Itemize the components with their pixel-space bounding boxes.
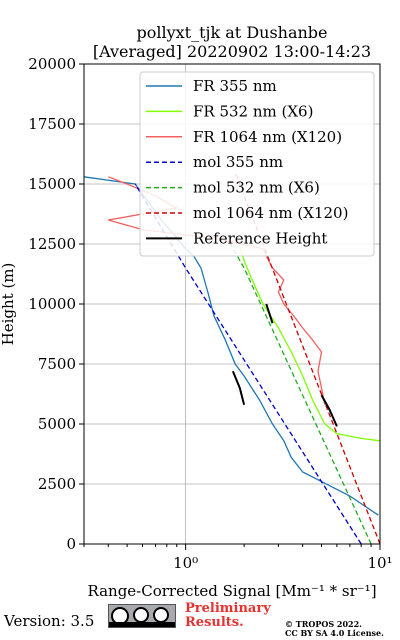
copyright-line-1: © TROPOS 2022. (285, 619, 362, 629)
series-line-6-2 (320, 394, 338, 427)
copyright-line-2: CC BY SA 4.0 License. (285, 628, 384, 638)
legend-label-1: FR 532 nm (X6) (193, 102, 313, 120)
legend-box (139, 71, 375, 257)
preliminary-note: Preliminary Results. (185, 602, 271, 630)
sa-icon (153, 607, 169, 623)
legend-label-5: mol 1064 nm (X120) (193, 204, 348, 222)
version-label: Version: 3.5 (4, 612, 95, 630)
series-line-4-0 (229, 243, 372, 545)
chart-legend: FR 355 nm FR 532 nm (X6) FR 1064 nm (X120)… (139, 71, 375, 257)
y-tick-label-2: 5000 (38, 415, 76, 433)
chart-title: pollyxt_tjk at Dushanbe (136, 23, 327, 42)
legend-label-3: mol 355 nm (193, 153, 283, 171)
legend-label-4: mol 532 nm (X6) (193, 179, 320, 197)
y-tick-label-4: 10000 (28, 295, 76, 313)
y-tick-label-1: 2500 (38, 475, 76, 493)
y-tick-label-6: 15000 (28, 175, 76, 193)
legend-label-0: FR 355 nm (193, 77, 277, 95)
legend-label-2: FR 1064 nm (X120) (193, 128, 342, 146)
footer: Version: 3.5 Preliminary Results. © TROP… (0, 600, 400, 640)
lidar-profile-chart: pollyxt_tjk at Dushanbe [Averaged] 20220… (0, 23, 393, 600)
series-line-6-1 (265, 303, 274, 324)
x-axis-label: Range-Corrected Signal [Mm⁻¹ * sr⁻¹] (87, 582, 376, 600)
badge-strip (109, 622, 175, 627)
y-tick-label-8: 20000 (28, 55, 76, 73)
by-icon (133, 607, 149, 623)
x-axis-ticks: 10⁰ 10¹ (83, 544, 393, 572)
copyright-note: © TROPOS 2022. CC BY SA 4.0 License. (285, 620, 384, 638)
y-axis-ticks: 0 2500 5000 7500 10000 12500 15000 17500 20000 (28, 55, 84, 553)
legend-label-6: Reference Height (193, 229, 327, 247)
y-tick-label-3: 7500 (38, 355, 76, 373)
series-line-6-0 (231, 370, 246, 406)
y-tick-label-0: 0 (66, 535, 76, 553)
cc-license-badge (108, 604, 176, 628)
series-line-5-0 (234, 171, 381, 545)
x-tick-label-1: 10¹ (367, 554, 392, 572)
y-tick-label-5: 12500 (28, 235, 76, 253)
preliminary-line-2: Results. (185, 615, 244, 630)
x-tick-label-0: 10⁰ (173, 554, 198, 572)
series-line-1-0 (239, 246, 381, 442)
chart-subtitle: [Averaged] 20220902 13:00-14:23 (93, 42, 371, 61)
y-tick-label-7: 17500 (28, 115, 76, 133)
y-axis-label: Height (m) (0, 263, 17, 346)
preliminary-line-1: Preliminary (185, 601, 271, 616)
